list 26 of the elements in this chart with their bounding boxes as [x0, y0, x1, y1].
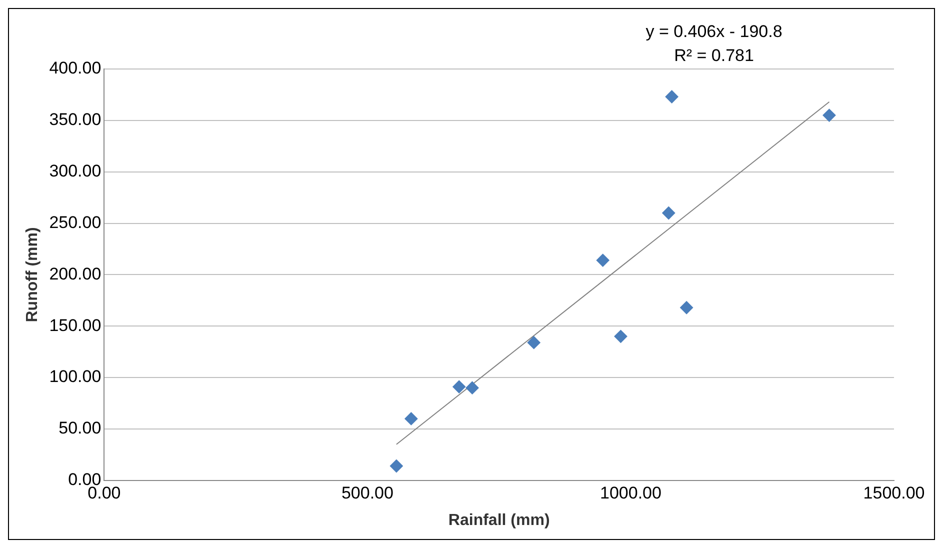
- point: [596, 254, 610, 267]
- y-tick-label: 300.00: [49, 162, 102, 181]
- y-tick-label: 150.00: [49, 316, 102, 335]
- point: [404, 412, 418, 426]
- y-tick-label: 350.00: [49, 110, 102, 130]
- point: [822, 108, 836, 122]
- y-tick-label: 250.00: [49, 212, 102, 232]
- y-tick-label: 200.00: [49, 264, 102, 284]
- x-tick-label: 1500.00: [863, 483, 925, 502]
- y-tick-label: 100.00: [49, 367, 102, 386]
- point: [466, 381, 479, 394]
- x-axis-title: Rainfall (mm): [448, 512, 550, 529]
- text: y = 0.406x - 190.8: [646, 22, 782, 41]
- point: [665, 90, 678, 104]
- point: [662, 206, 676, 220]
- y-tick-label: 400.00: [49, 58, 102, 78]
- x-tick-label: 1000.00: [600, 483, 662, 502]
- y-axis-title: Runoff (mm): [24, 227, 42, 322]
- text: R² = 0.781: [674, 46, 754, 65]
- y-tick-label: 50.00: [58, 418, 102, 438]
- point: [452, 380, 466, 394]
- x-tick-label: 500.00: [341, 483, 394, 502]
- point: [680, 301, 694, 314]
- point: [614, 330, 628, 343]
- point: [527, 336, 540, 350]
- point: [390, 460, 403, 472]
